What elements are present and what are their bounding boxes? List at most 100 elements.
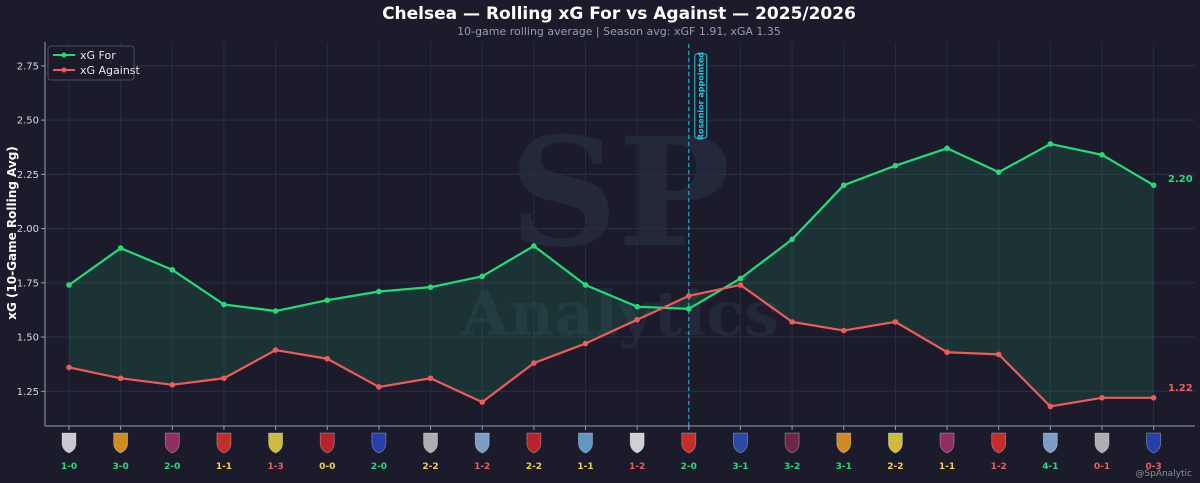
xg-against-point (531, 360, 537, 366)
xg-difference-fill (69, 143, 1154, 407)
xg-against-point (892, 319, 899, 325)
chart-subtitle: 10-game rolling average | Season avg: xG… (457, 25, 781, 38)
xg-for-point (427, 284, 434, 290)
match-result-label: 4-1 (1042, 462, 1058, 472)
match-result-label: 3-1 (732, 462, 748, 472)
xg-for-point (376, 288, 382, 295)
brentford-crest (681, 432, 697, 454)
west-ham-crest (784, 432, 800, 454)
y-axis-label: xG (10-Game Rolling Avg) (5, 146, 19, 320)
xg-for-point (737, 275, 744, 282)
xg-against-point (582, 340, 589, 347)
xg-for-point (272, 308, 279, 314)
newcastle-crest (1094, 432, 1110, 454)
match-result-label: 2-2 (422, 462, 438, 472)
match-result-label: 1-0 (61, 462, 77, 472)
everton-crest (371, 432, 387, 454)
xg-against-point (737, 282, 744, 288)
burnley-crest (164, 432, 180, 454)
xg-against-point (634, 316, 640, 323)
match-result-label: 1-1 (216, 462, 232, 472)
arsenal-crest (216, 432, 232, 454)
match-result-label: 3-1 (836, 462, 852, 472)
match-result-label: 2-2 (887, 462, 903, 472)
xg-for-point (221, 301, 227, 308)
match-result-label: 1-1 (577, 462, 593, 472)
legend-marker-xg-for (61, 52, 67, 58)
bournemouth-crest (319, 432, 335, 454)
wolves-crest (836, 432, 852, 454)
match-result-label: 1-2 (629, 462, 645, 472)
y-tick-label: 2.50 (17, 116, 39, 127)
watermark-handle: @SpAnalytic (1135, 469, 1192, 479)
xg-against-point (995, 351, 1002, 358)
y-tick-label: 2.25 (17, 170, 39, 181)
xg-against-point (789, 319, 795, 325)
xg-for-point (686, 306, 692, 312)
xg-for-point (169, 266, 176, 273)
xg-for-point (66, 282, 72, 288)
xg-for-point (944, 145, 950, 152)
end-label-xg-against: 1.22 (1168, 383, 1193, 394)
leeds-crest (268, 432, 283, 454)
match-result-label: 2-0 (164, 462, 180, 472)
burnley-crest (939, 432, 955, 454)
xg-against-point (427, 375, 434, 382)
xg-for-point (892, 162, 899, 169)
everton-crest (1146, 432, 1162, 454)
tottenham-crest (61, 432, 77, 454)
crystal-palace-crest (733, 432, 748, 454)
match-result-label: 0-0 (319, 462, 335, 472)
xg-for-point (479, 273, 486, 280)
plot-area: 1.25 1.50 1.75 2.00 2.25 2.50 2.75 Rosenior app… (17, 42, 1195, 472)
y-tick-label: 2.75 (17, 61, 39, 72)
xg-for-point (1047, 141, 1054, 147)
match-result-label: 1-2 (991, 462, 1007, 472)
xg-for-point (1150, 182, 1157, 188)
chart-title: Chelsea — Rolling xG For vs Against — 20… (382, 4, 856, 24)
xg-against-point (1047, 403, 1054, 410)
legend-label-xg-against: xG Against (80, 64, 141, 77)
match-result-label: 2-2 (526, 462, 542, 472)
match-result-label: 2-0 (371, 462, 387, 472)
xg-for-point (995, 169, 1002, 175)
annotation-label: Rosenior appointed (696, 52, 705, 141)
annotation-box (694, 53, 708, 139)
newcastle-crest (423, 432, 438, 454)
xg-for-point (789, 236, 795, 243)
xg-against-point (221, 375, 227, 382)
fulham-crest (629, 432, 645, 454)
xg-against-point (479, 399, 486, 405)
xg-against-point (324, 355, 331, 362)
xg-against-point (1150, 394, 1157, 401)
xg-for-point (1099, 152, 1105, 158)
legend: xG For xG Against (47, 45, 141, 81)
y-tick-label: 2.00 (17, 224, 39, 235)
xg-for-point (840, 182, 847, 188)
man-city-crest (578, 432, 593, 454)
y-tick-label: 1.50 (17, 333, 39, 344)
legend-marker-xg-against (61, 67, 67, 73)
xg-for-point (582, 282, 589, 288)
aston-villa-crest (1042, 432, 1058, 454)
xg-against-point (169, 381, 176, 388)
aston-villa-crest (474, 432, 490, 454)
match-result-label: 3-2 (784, 462, 800, 472)
match-result-label: 1-1 (939, 462, 955, 472)
y-tick-label: 1.25 (17, 387, 39, 398)
xg-for-point (531, 243, 537, 249)
arsenal-crest (991, 432, 1007, 454)
xg-against-point (944, 349, 950, 356)
match-result-label: 1-2 (474, 462, 490, 472)
match-result-label: 3-0 (113, 462, 129, 472)
xg-against-point (840, 327, 847, 334)
bournemouth-crest (526, 432, 542, 454)
y-tick-label: 1.75 (17, 278, 39, 289)
xg-against-point (66, 364, 72, 371)
xg-for-point (634, 303, 640, 310)
xg-for-point (324, 297, 331, 303)
match-result-label: 0-3 (1146, 462, 1162, 472)
xg-against-point (1099, 394, 1105, 401)
